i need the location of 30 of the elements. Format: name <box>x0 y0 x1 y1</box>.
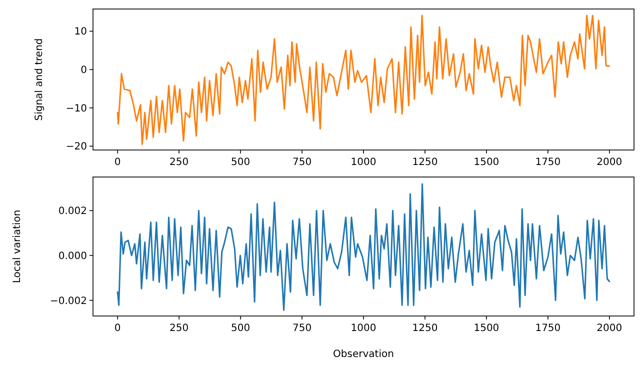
x-tick-label: 750 <box>292 157 312 168</box>
x-tick-label: 250 <box>170 157 189 168</box>
x-tick-label: 1500 <box>474 157 500 168</box>
x-tick-label: 1750 <box>535 157 561 168</box>
y-tick-label: 10 <box>74 26 87 38</box>
x-axis-title: Observation <box>333 349 394 360</box>
line-series <box>116 14 610 146</box>
x-tick-label: 250 <box>170 323 189 334</box>
x-tick-label: 0 <box>114 157 121 168</box>
y-tick-label: 0 <box>80 65 87 76</box>
y-tick-label: 0.000 <box>58 250 87 262</box>
x-tick-label: 1500 <box>474 323 500 334</box>
x-tick-label: 750 <box>292 323 312 334</box>
y-tick-label: −20 <box>66 142 87 153</box>
x-tick-label: 1000 <box>350 157 376 168</box>
y-tick-label: 0.002 <box>58 206 87 218</box>
x-tick-label: 1250 <box>412 157 438 168</box>
x-tick-label: 1250 <box>412 323 438 334</box>
x-tick-label: 2000 <box>596 157 622 168</box>
x-tick-label: 1750 <box>535 323 561 334</box>
x-tick-label: 1000 <box>350 323 376 334</box>
x-tick-label: 500 <box>231 157 250 168</box>
y-axis-title: Local variation <box>12 210 23 284</box>
x-tick-label: 2000 <box>596 323 622 334</box>
x-tick-label: 500 <box>231 323 250 334</box>
x-tick-label: 0 <box>114 323 121 334</box>
y-tick-label: −0.002 <box>50 296 87 307</box>
y-tick-label: −10 <box>66 103 87 114</box>
line-series <box>116 183 610 311</box>
y-axis-title: Signal and trend <box>34 38 45 121</box>
